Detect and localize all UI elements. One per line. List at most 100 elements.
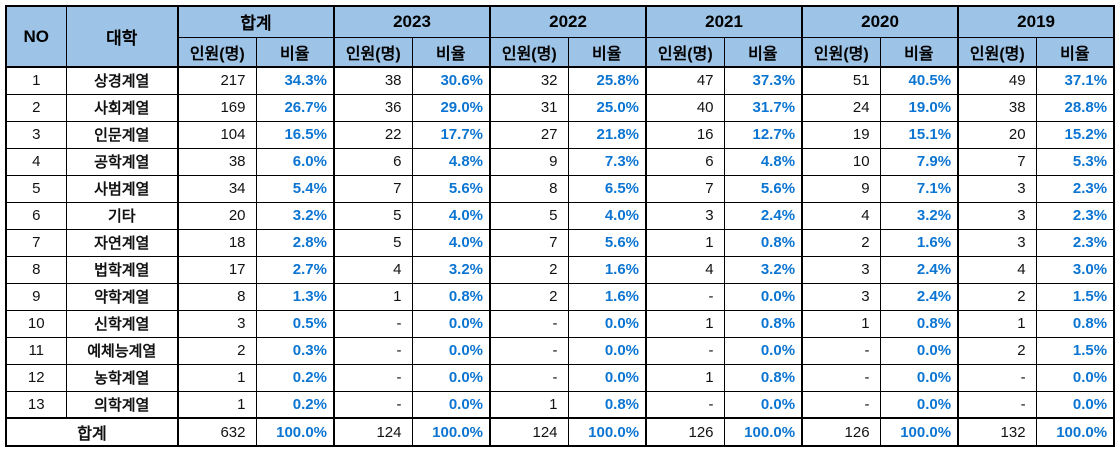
count-cell: 27 — [489, 120, 569, 149]
total-count-cell: 124 — [333, 417, 413, 447]
count-cell: - — [801, 363, 881, 392]
header-group-2023: 2023 — [332, 5, 491, 38]
ratio-cell: 2.4% — [879, 282, 959, 311]
ratio-cell: 21.8% — [567, 120, 647, 149]
count-cell: 34 — [177, 174, 257, 203]
row-no: 1 — [5, 66, 67, 95]
count-cell: 3 — [957, 201, 1037, 230]
ratio-cell: 37.1% — [1035, 66, 1115, 95]
row-category: 사회계열 — [65, 93, 179, 122]
count-cell: 32 — [489, 66, 569, 95]
total-ratio-cell: 100.0% — [255, 417, 335, 447]
ratio-cell: 2.3% — [1035, 201, 1115, 230]
count-cell: 10 — [801, 147, 881, 176]
row-category: 자연계열 — [65, 228, 179, 257]
count-cell: 5 — [333, 201, 413, 230]
ratio-cell: 26.7% — [255, 93, 335, 122]
count-cell: 7 — [645, 174, 725, 203]
ratio-cell: 7.3% — [567, 147, 647, 176]
count-cell: - — [957, 390, 1037, 419]
ratio-cell: 16.5% — [255, 120, 335, 149]
count-cell: - — [645, 282, 725, 311]
row-no: 5 — [5, 174, 67, 203]
count-cell: 5 — [333, 228, 413, 257]
count-cell: - — [333, 390, 413, 419]
count-cell: 3 — [957, 228, 1037, 257]
ratio-cell: 25.8% — [567, 66, 647, 95]
count-cell: 38 — [957, 93, 1037, 122]
ratio-cell: 0.8% — [1035, 309, 1115, 338]
ratio-cell: 0.0% — [879, 363, 959, 392]
subheader-count: 인원(명) — [489, 36, 569, 68]
count-cell: 38 — [333, 66, 413, 95]
ratio-cell: 0.0% — [723, 390, 803, 419]
ratio-cell: 0.2% — [255, 390, 335, 419]
ratio-cell: 5.6% — [567, 228, 647, 257]
count-cell: 2 — [801, 228, 881, 257]
ratio-cell: 1.5% — [1035, 282, 1115, 311]
count-cell: 2 — [957, 282, 1037, 311]
row-category: 공학계열 — [65, 147, 179, 176]
count-cell: 3 — [645, 201, 725, 230]
ratio-cell: 4.0% — [411, 201, 491, 230]
count-cell: - — [645, 336, 725, 365]
total-count-cell: 632 — [177, 417, 257, 447]
ratio-cell: 0.0% — [567, 336, 647, 365]
count-cell: - — [801, 390, 881, 419]
count-cell: 18 — [177, 228, 257, 257]
ratio-cell: 6.0% — [255, 147, 335, 176]
ratio-cell: 4.0% — [567, 201, 647, 230]
count-cell: - — [333, 336, 413, 365]
subheader-ratio: 비율 — [255, 36, 335, 68]
subheader-ratio: 비율 — [567, 36, 647, 68]
count-cell: 3 — [801, 282, 881, 311]
row-category: 사범계열 — [65, 174, 179, 203]
header-group-2022: 2022 — [489, 5, 647, 38]
subheader-count: 인원(명) — [801, 36, 881, 68]
ratio-cell: 0.8% — [723, 228, 803, 257]
total-count-cell: 124 — [489, 417, 569, 447]
ratio-cell: 0.8% — [567, 390, 647, 419]
ratio-cell: 40.5% — [879, 66, 959, 95]
row-no: 7 — [5, 228, 67, 257]
row-no: 4 — [5, 147, 67, 176]
ratio-cell: 0.0% — [879, 336, 959, 365]
count-cell: 1 — [801, 309, 881, 338]
count-cell: 4 — [957, 255, 1037, 284]
header-group-2020: 2020 — [801, 5, 959, 38]
row-no: 6 — [5, 201, 67, 230]
ratio-cell: 19.0% — [879, 93, 959, 122]
ratio-cell: 15.1% — [879, 120, 959, 149]
ratio-cell: 1.6% — [567, 255, 647, 284]
count-cell: 4 — [645, 255, 725, 284]
ratio-cell: 7.9% — [879, 147, 959, 176]
total-ratio-cell: 100.0% — [567, 417, 647, 447]
ratio-cell: 0.0% — [723, 336, 803, 365]
ratio-cell: 25.0% — [567, 93, 647, 122]
table-row: 5 사범계열 34 5.4% 7 5.6% 8 6.5% 7 5.6% 9 7.1% 3 2.3% — [5, 174, 1115, 203]
table-row: 11 예체능계열 2 0.3% -0.0% -0.0% -0.0% -0.0% 2 1.5% — [5, 336, 1115, 365]
ratio-cell: 7.1% — [879, 174, 959, 203]
ratio-cell: 4.8% — [411, 147, 491, 176]
ratio-cell: 0.8% — [411, 282, 491, 311]
table-row: 10 신학계열 3 0.5% -0.0% -0.0% 1 0.8% 1 0.8% 1 0.8% — [5, 309, 1115, 338]
count-cell: 2 — [957, 336, 1037, 365]
subheader-ratio: 비율 — [879, 36, 959, 68]
count-cell: - — [333, 309, 413, 338]
count-cell: 1 — [177, 390, 257, 419]
subheader-count: 인원(명) — [645, 36, 725, 68]
ratio-cell: 0.0% — [723, 282, 803, 311]
ratio-cell: 0.5% — [255, 309, 335, 338]
ratio-cell: 1.6% — [567, 282, 647, 311]
ratio-cell: 0.0% — [411, 390, 491, 419]
header-no: NO — [5, 5, 67, 68]
ratio-cell: 29.0% — [411, 93, 491, 122]
count-cell: - — [957, 363, 1037, 392]
row-no: 11 — [5, 336, 67, 365]
ratio-cell: 4.0% — [411, 228, 491, 257]
row-category: 약학계열 — [65, 282, 179, 311]
count-cell: 16 — [645, 120, 725, 149]
count-cell: - — [489, 363, 569, 392]
table-row: 6 기타 20 3.2% 5 4.0% 5 4.0% 3 2.4% 4 3.2% 3 2.3% — [5, 201, 1115, 230]
